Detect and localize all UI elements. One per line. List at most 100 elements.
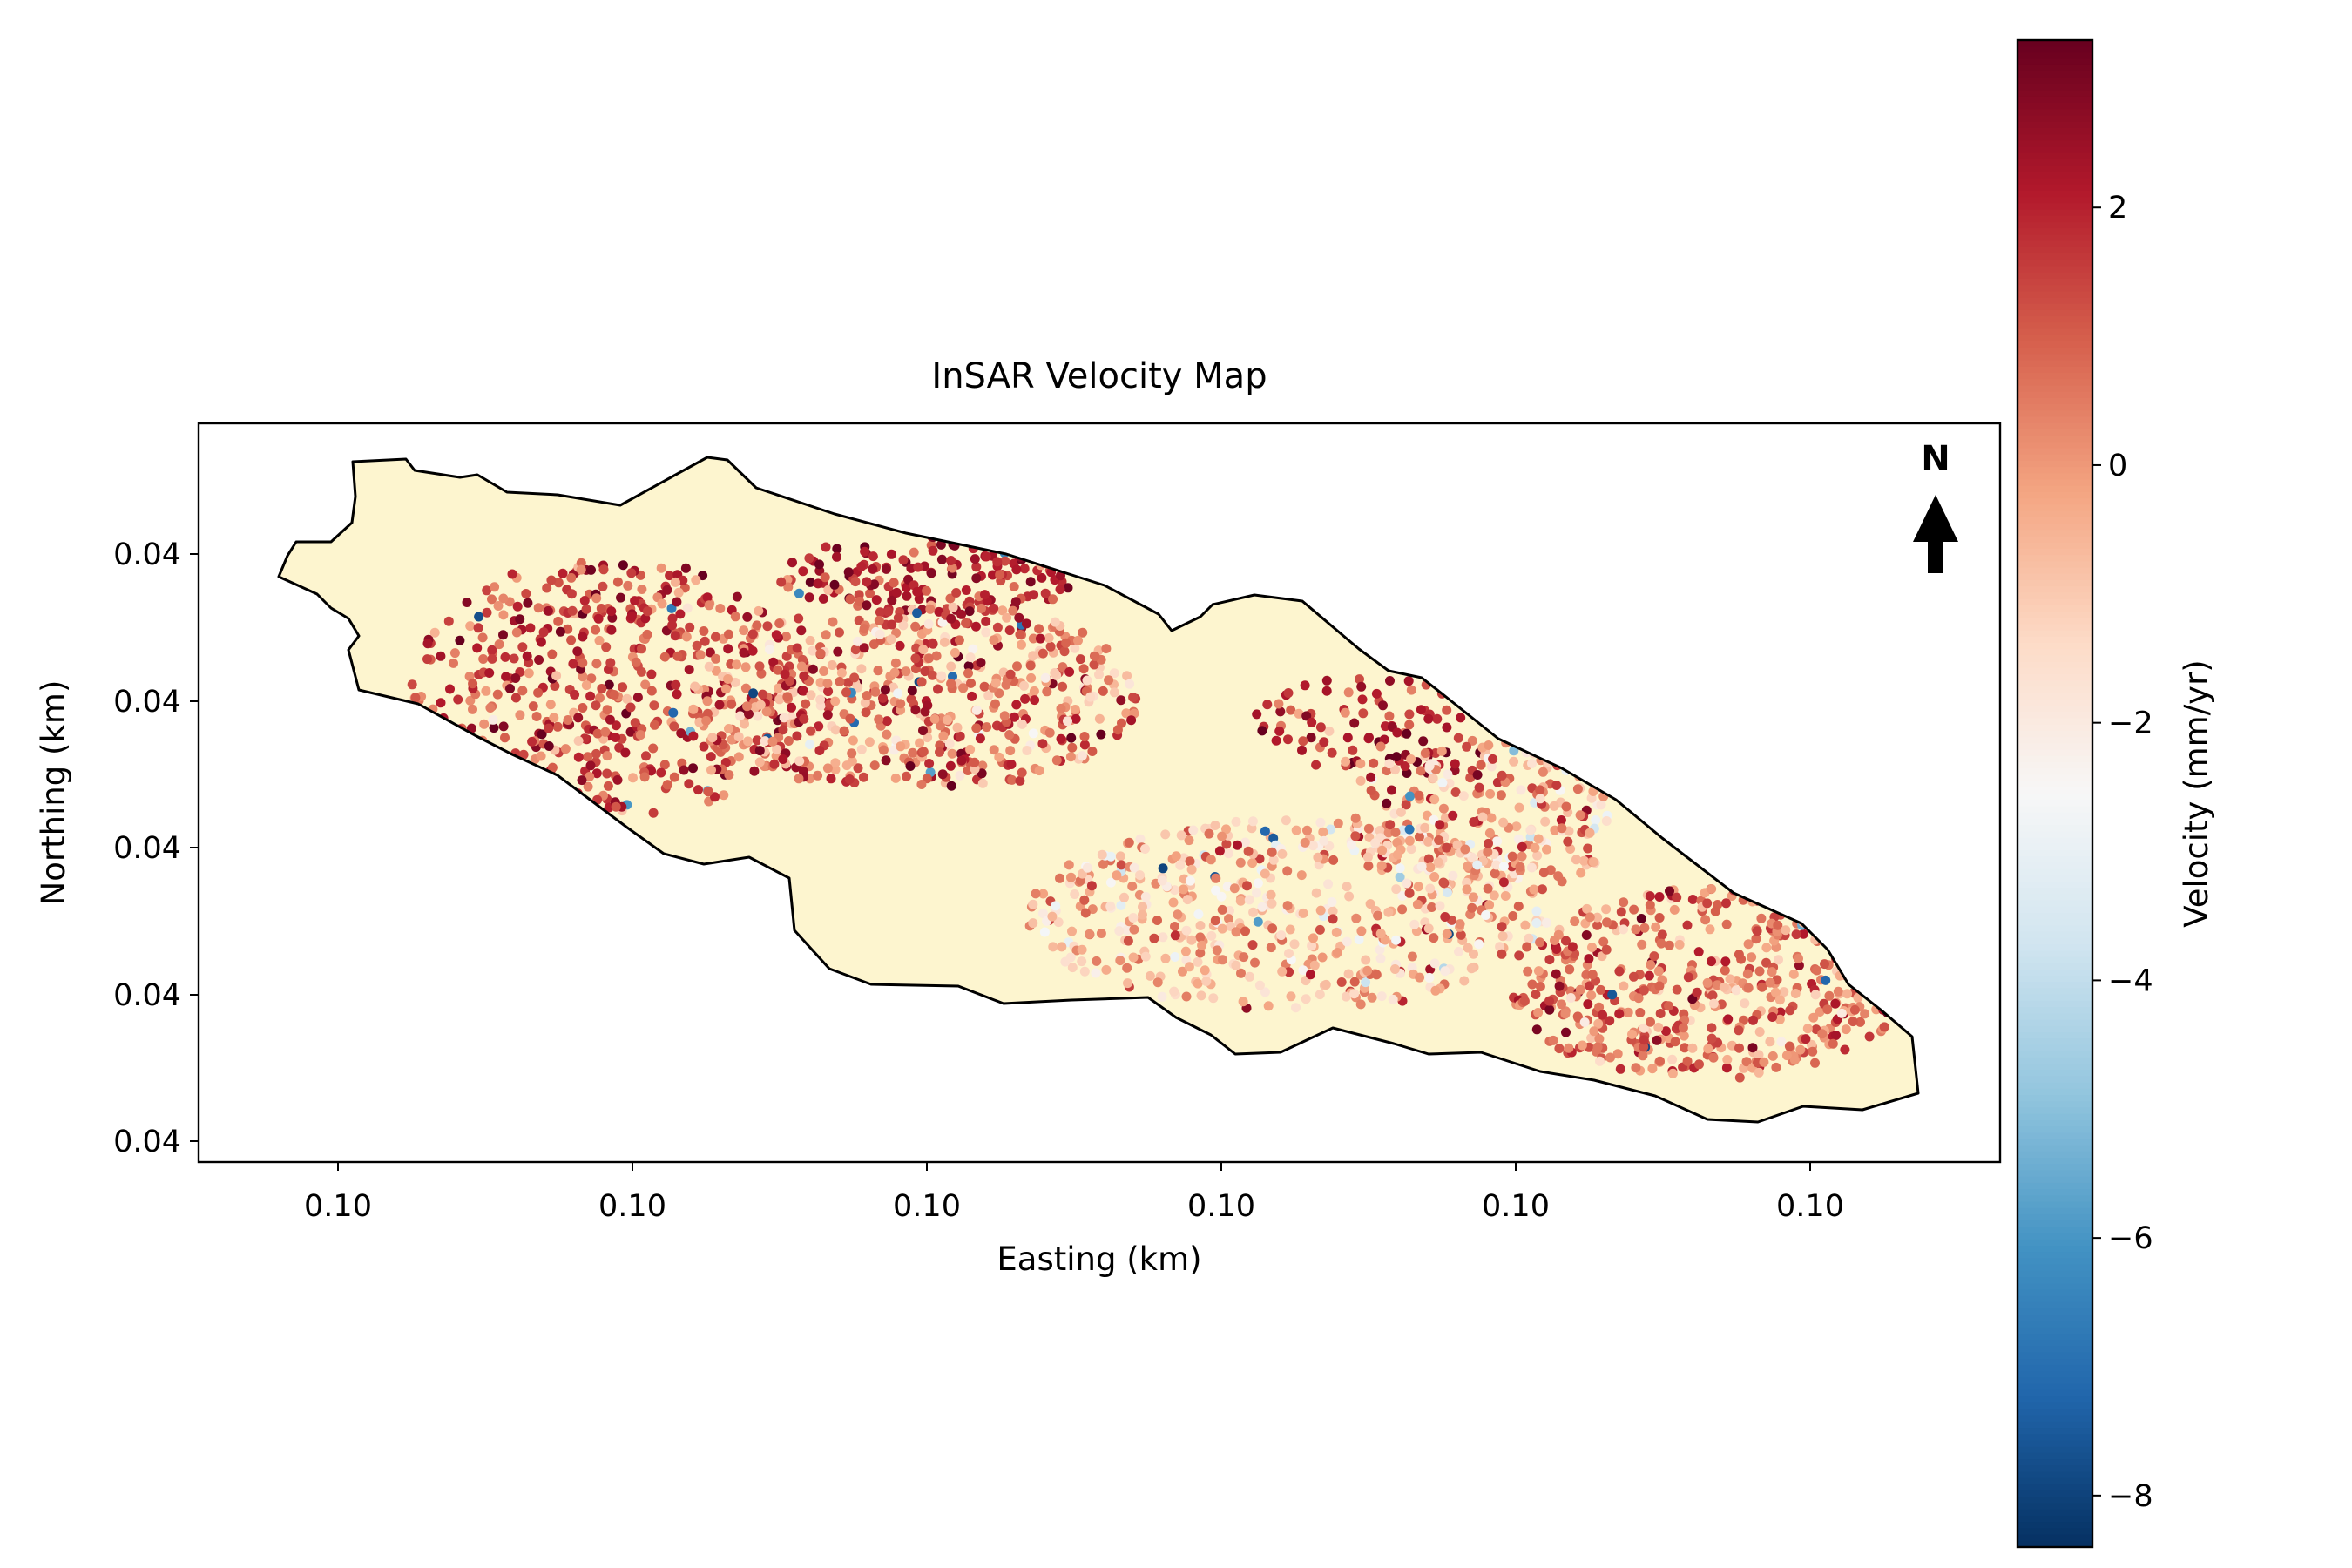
velocity-point [1124, 837, 1134, 848]
velocity-point [889, 667, 900, 678]
velocity-point [1596, 984, 1606, 995]
velocity-point [1070, 889, 1080, 899]
velocity-point [1356, 681, 1367, 692]
velocity-point [1042, 686, 1052, 697]
velocity-point [1091, 968, 1101, 978]
velocity-point [1855, 1017, 1865, 1027]
velocity-point [1331, 927, 1342, 937]
velocity-point [1298, 736, 1308, 747]
colorbar-strip [2017, 950, 2092, 958]
velocity-point [1397, 890, 1408, 901]
velocity-point [1483, 883, 1493, 894]
velocity-point [946, 679, 956, 689]
velocity-point [1674, 939, 1685, 950]
velocity-point [1779, 987, 1789, 997]
velocity-point [1128, 913, 1139, 923]
velocity-point [723, 644, 733, 654]
velocity-point [943, 715, 952, 725]
velocity-point [1274, 726, 1285, 736]
velocity-point [916, 677, 927, 687]
velocity-point [1176, 830, 1186, 841]
velocity-point [1066, 733, 1077, 743]
velocity-point [1351, 913, 1362, 923]
velocity-point [1775, 1007, 1786, 1017]
velocity-point [1605, 1016, 1615, 1026]
velocity-point [1271, 735, 1281, 746]
velocity-point [813, 578, 823, 589]
velocity-point [1313, 852, 1323, 862]
velocity-point [950, 647, 960, 658]
velocity-point [528, 701, 538, 712]
velocity-point [1810, 990, 1821, 1000]
velocity-point [1490, 868, 1500, 879]
velocity-point [927, 670, 937, 680]
velocity-point [640, 679, 651, 690]
velocity-point [1252, 709, 1262, 720]
velocity-point [859, 643, 869, 653]
velocity-point [1266, 889, 1276, 900]
velocity-point [1489, 890, 1499, 901]
velocity-point [1387, 785, 1396, 795]
velocity-point [1082, 862, 1092, 873]
velocity-point [869, 579, 880, 590]
velocity-point [1390, 765, 1400, 775]
velocity-point [1794, 954, 1803, 963]
velocity-point [464, 672, 475, 681]
velocity-point [1654, 892, 1665, 902]
colorbar-strip [2017, 442, 2092, 449]
velocity-point [1531, 918, 1542, 928]
velocity-point [1438, 877, 1449, 888]
velocity-point [1702, 898, 1713, 909]
velocity-point [1588, 857, 1598, 867]
velocity-point [1078, 664, 1089, 674]
velocity-point [1328, 914, 1338, 924]
velocity-point [1623, 1007, 1633, 1017]
velocity-point [898, 555, 909, 565]
velocity-point [1375, 929, 1386, 939]
velocity-point [591, 768, 602, 779]
velocity-point [895, 640, 905, 651]
velocity-point [479, 719, 490, 729]
velocity-point [843, 567, 854, 578]
velocity-point [1298, 908, 1308, 918]
colorbar-strip [2017, 1126, 2092, 1134]
velocity-point [585, 760, 596, 771]
velocity-point [1098, 686, 1108, 696]
velocity-point [971, 573, 982, 584]
velocity-point [648, 743, 659, 754]
velocity-point [1530, 842, 1540, 853]
velocity-point [620, 747, 631, 758]
velocity-point [975, 733, 985, 744]
velocity-point [965, 652, 976, 663]
velocity-point [489, 723, 499, 733]
velocity-point [1006, 760, 1017, 769]
velocity-point [819, 666, 829, 676]
velocity-point [1598, 936, 1609, 947]
velocity-point [436, 651, 446, 661]
velocity-point [1680, 1043, 1690, 1053]
velocity-point [1492, 777, 1503, 787]
velocity-point [1583, 999, 1593, 1010]
velocity-point [1327, 747, 1337, 758]
velocity-point [612, 774, 623, 785]
velocity-point [1741, 1057, 1752, 1067]
velocity-point [429, 627, 440, 638]
colorbar-strip [2017, 1233, 2092, 1240]
colorbar-strip [2017, 730, 2092, 738]
colorbar-strip [2017, 699, 2092, 706]
velocity-point [1002, 612, 1012, 623]
colorbar-strip [2017, 781, 2092, 788]
velocity-point [1655, 1009, 1666, 1018]
velocity-point [1157, 991, 1167, 1002]
colorbar-strip [2017, 862, 2092, 870]
velocity-point [792, 643, 802, 653]
velocity-point [1734, 1072, 1745, 1083]
velocity-point [1525, 825, 1536, 835]
velocity-point [1017, 719, 1027, 729]
velocity-point [517, 642, 528, 652]
colorbar-strip [2017, 1227, 2092, 1234]
velocity-point [1462, 884, 1472, 895]
velocity-point [1327, 897, 1337, 907]
velocity-point [1308, 841, 1318, 851]
velocity-point [778, 725, 788, 735]
